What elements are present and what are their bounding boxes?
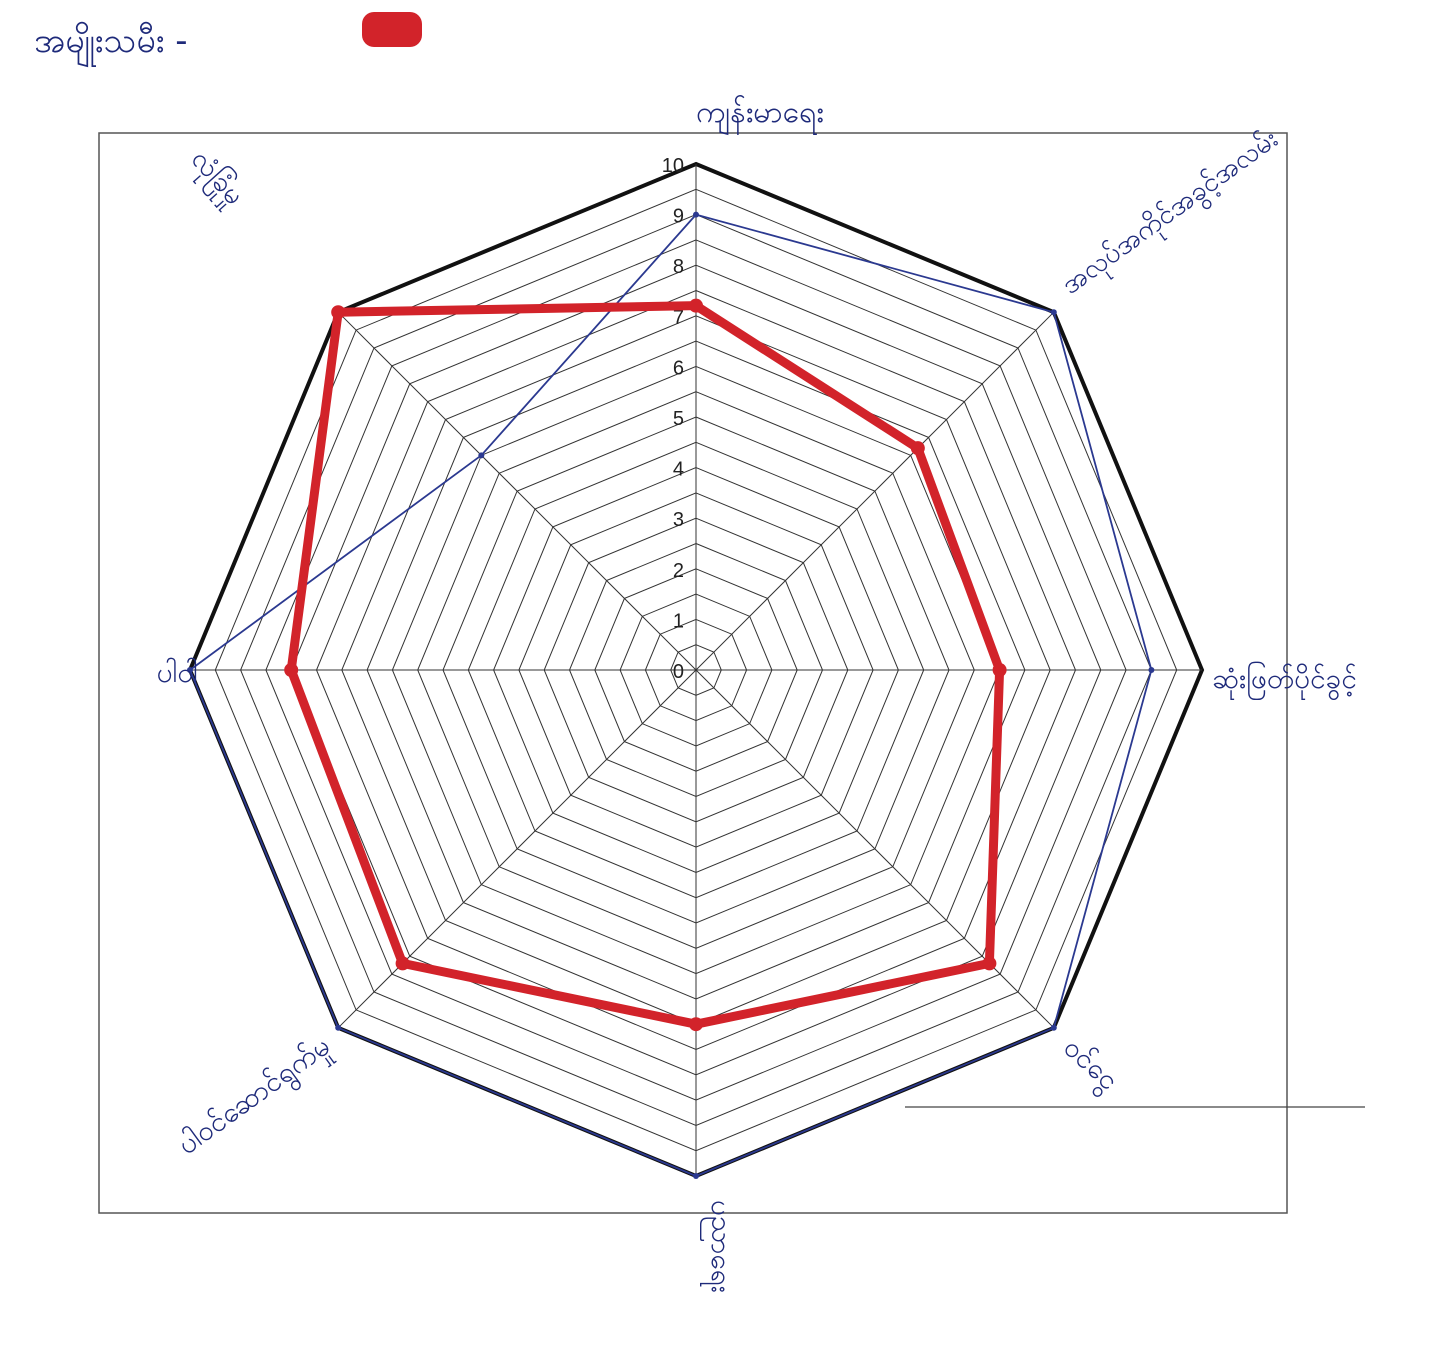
series-point-red [982, 956, 997, 971]
tick-label: 4 [673, 459, 684, 481]
tick-label: 8 [673, 256, 684, 278]
radar-spoke [695, 311, 1055, 671]
series-point-red [331, 305, 346, 320]
series-point-red [284, 663, 299, 677]
axis-label: ကျန်းမာရေး [696, 95, 824, 136]
radar-series [187, 211, 1155, 1179]
axis-labels: ကျန်းမာရေးအလုပ်အကိုင်အခွင့်အလမ်းဆုံးဖြတ်… [157, 95, 1357, 1293]
legend: အမျိုးသမီး - [34, 12, 422, 67]
axis-label: လုံခြုံမှု [180, 141, 252, 215]
tick-label: 5 [673, 408, 684, 430]
series-point-blue [335, 1024, 342, 1031]
series-point-blue [478, 452, 485, 459]
tick-label: 9 [673, 206, 684, 228]
tick-label: 3 [673, 509, 684, 531]
series-point-blue [1148, 667, 1155, 673]
tick-label: 1 [673, 610, 684, 632]
tick-label: 0 [673, 661, 684, 683]
series-point-red [689, 1017, 703, 1032]
series-point-red [395, 956, 410, 971]
tick-label: 10 [662, 155, 684, 177]
radar-spoke [337, 311, 697, 671]
axis-label: ပါဝင်ဆောင်ရွက်မှု [171, 1028, 340, 1166]
series-point-red [689, 298, 703, 313]
legend-swatch [362, 12, 422, 47]
tick-label: 2 [673, 560, 684, 582]
series-point-red [910, 441, 925, 456]
axis-label: ပါဝါ [157, 656, 199, 689]
series-point-blue [693, 1173, 699, 1179]
radar-spoke [337, 669, 697, 1029]
tick-label: 7 [673, 307, 684, 329]
series-point-blue [1050, 309, 1057, 316]
legend-label: အမျိုးသမီး - [34, 21, 188, 67]
axis-label: ဝင်ငွေ [1053, 1030, 1126, 1101]
series-point-blue [693, 211, 699, 218]
axis-label: အလုပ်အကိုင်အခွင့်အလမ်း [1056, 123, 1287, 304]
axis-label: ဆုံးဖြတ်ပိုင်ခွင့် [1212, 660, 1357, 701]
radial-tick-labels: 0 1 2 3 4 5 6 7 8 9 10 [662, 155, 684, 683]
tick-label: 6 [673, 357, 684, 379]
plot-area-frame [98, 132, 1288, 1214]
series-point-blue [1050, 1024, 1057, 1031]
series-point-red [992, 663, 1007, 677]
axis-label: ပညာရေး [699, 1200, 738, 1293]
series-point-blue [187, 667, 193, 673]
